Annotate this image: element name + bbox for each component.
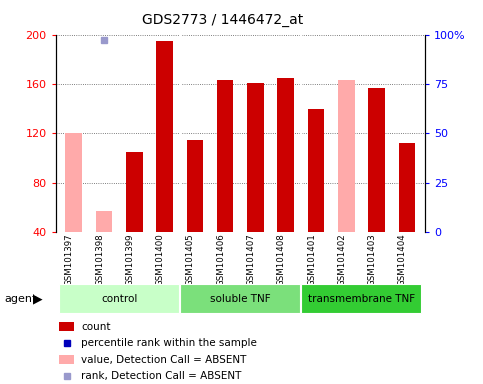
Text: GSM101403: GSM101403 xyxy=(368,233,377,286)
Text: GSM101408: GSM101408 xyxy=(277,233,286,286)
Text: GSM101398: GSM101398 xyxy=(95,233,104,286)
Text: GSM101404: GSM101404 xyxy=(398,233,407,286)
Bar xyxy=(180,284,300,313)
Text: GSM101399: GSM101399 xyxy=(125,233,134,286)
Text: GSM101401: GSM101401 xyxy=(307,233,316,286)
Bar xyxy=(308,109,325,232)
Text: percentile rank within the sample: percentile rank within the sample xyxy=(82,338,257,348)
Bar xyxy=(398,143,415,232)
Text: soluble TNF: soluble TNF xyxy=(210,293,270,304)
Text: GSM101397: GSM101397 xyxy=(65,233,74,286)
Text: ▶: ▶ xyxy=(33,292,43,305)
Bar xyxy=(217,80,233,232)
Text: GSM101405: GSM101405 xyxy=(186,233,195,286)
Bar xyxy=(126,152,142,232)
Text: count: count xyxy=(82,322,111,332)
Text: rank, Detection Call = ABSENT: rank, Detection Call = ABSENT xyxy=(82,371,242,381)
Bar xyxy=(247,83,264,232)
Bar xyxy=(338,80,355,232)
Bar xyxy=(58,284,179,313)
Bar xyxy=(186,140,203,232)
Bar xyxy=(368,88,385,232)
Bar xyxy=(156,41,173,232)
Text: GSM101400: GSM101400 xyxy=(156,233,165,286)
Bar xyxy=(59,323,74,331)
Text: GSM101407: GSM101407 xyxy=(246,233,256,286)
Bar xyxy=(65,134,82,232)
Bar xyxy=(301,284,421,313)
Bar xyxy=(96,211,113,232)
Text: GDS2773 / 1446472_at: GDS2773 / 1446472_at xyxy=(142,13,303,27)
Bar xyxy=(277,78,294,232)
Text: control: control xyxy=(101,293,137,304)
Text: transmembrane TNF: transmembrane TNF xyxy=(308,293,415,304)
Text: value, Detection Call = ABSENT: value, Detection Call = ABSENT xyxy=(82,354,247,364)
Text: GSM101406: GSM101406 xyxy=(216,233,225,286)
Bar xyxy=(59,355,74,364)
Text: GSM101402: GSM101402 xyxy=(337,233,346,286)
Text: agent: agent xyxy=(5,293,37,304)
